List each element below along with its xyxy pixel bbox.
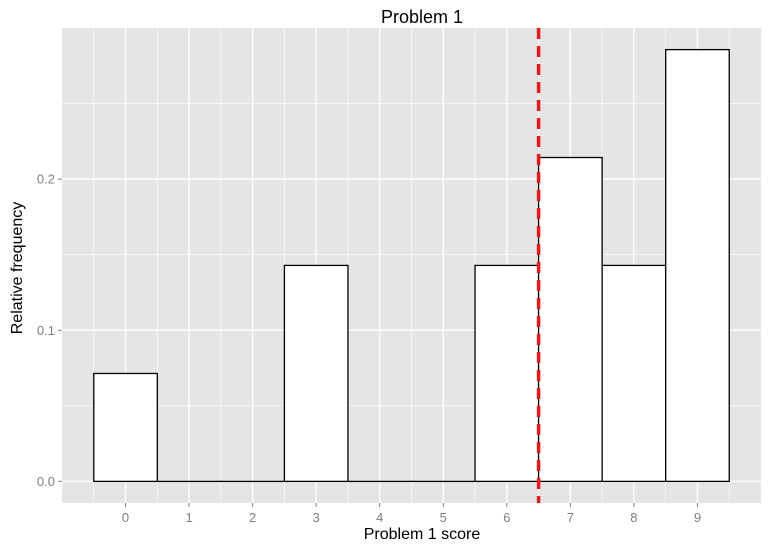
bar-3 [283,264,349,483]
y-axis-label: Relative frequency [9,202,26,335]
bars [93,48,730,483]
x-tick-label-9: 9 [694,510,701,525]
bar-7 [537,156,603,483]
x-tick-label-2: 2 [249,510,256,525]
bar-6 [474,264,540,483]
x-axis-label: Problem 1 score [364,526,481,543]
x-tick-label-8: 8 [630,510,637,525]
x-axis-ticks: 0 1 2 3 4 5 6 7 8 9 [122,503,701,525]
x-tick-label-3: 3 [313,510,320,525]
x-tick-label-6: 6 [503,510,510,525]
bar-8 [601,264,667,483]
x-tick-label-4: 4 [376,510,383,525]
chart-title: Problem 1 [381,7,463,27]
x-tick-label-5: 5 [440,510,447,525]
y-tick-label-2: 0.2 [37,172,55,187]
bar-9 [665,48,730,483]
y-tick-label-0: 0.0 [37,474,55,489]
x-tick-label-1: 1 [185,510,192,525]
y-axis-ticks: 0.0 0.1 0.2 [37,172,62,489]
x-tick-label-0: 0 [122,510,129,525]
bar-0 [93,372,158,483]
y-tick-label-1: 0.1 [37,323,55,338]
x-tick-label-7: 7 [567,510,574,525]
